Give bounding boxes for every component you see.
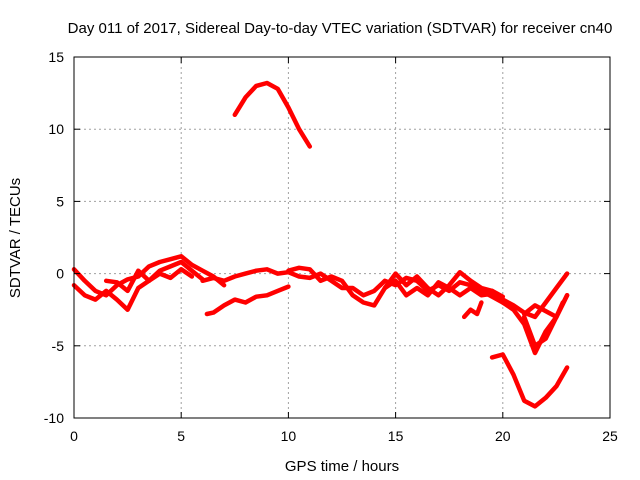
- series-line-arc-f: [204, 284, 291, 317]
- x-tick-label: 20: [495, 428, 511, 444]
- chart-title: Day 011 of 2017, Sidereal Day-to-day VTE…: [68, 20, 613, 37]
- series-line-arc-high: [232, 80, 313, 149]
- series-line-arc-b: [71, 259, 205, 312]
- y-tick-label: -5: [52, 338, 65, 354]
- series-line-arc-h: [461, 300, 484, 320]
- x-axis-label: GPS time / hours: [285, 458, 399, 475]
- x-tick-label: 25: [602, 428, 618, 444]
- series-layer: [71, 80, 570, 409]
- series-line-arc-m: [521, 293, 570, 320]
- y-tick-label: 0: [56, 266, 64, 282]
- plot-frame: [73, 56, 611, 419]
- series-line-arc-c: [103, 267, 195, 294]
- x-tick-label: 15: [388, 428, 404, 444]
- grid-layer: [74, 57, 610, 418]
- series-line-arc-i: [489, 271, 570, 320]
- y-tick-label: -10: [44, 410, 64, 426]
- x-tick-label: 0: [70, 428, 78, 444]
- y-axis-label: SDTVAR / TECUs: [7, 178, 24, 298]
- x-tick-label: 10: [281, 428, 297, 444]
- series-line-arc-e: [286, 265, 506, 308]
- y-tick-label: 5: [56, 193, 64, 209]
- y-tick-label: 15: [48, 49, 64, 65]
- series-line-arc-a: [71, 254, 227, 298]
- series-line-arc-g: [382, 269, 506, 299]
- tick-layer: 0 5 10 15 20 25 -10 -5 0 5 10 15: [44, 49, 618, 444]
- x-tick-label: 5: [177, 428, 185, 444]
- series-line-arc-l: [489, 352, 570, 409]
- y-tick-label: 10: [48, 121, 64, 137]
